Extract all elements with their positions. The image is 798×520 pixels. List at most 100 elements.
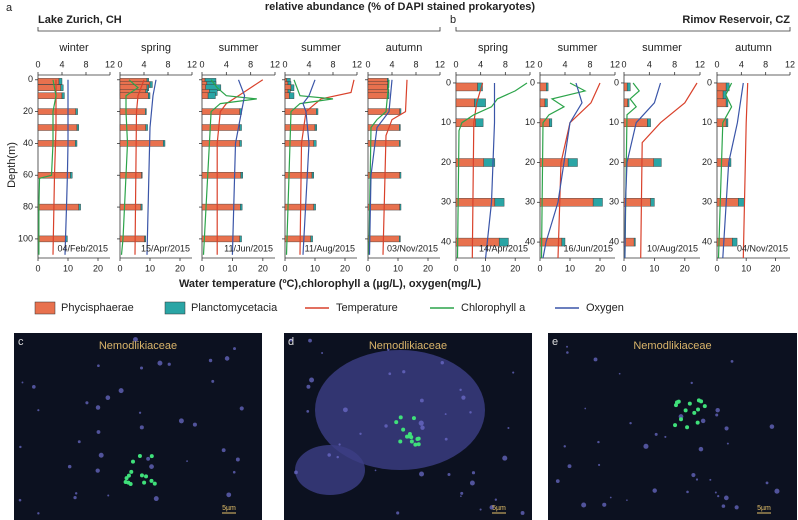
y-tick-label: 10: [525, 117, 535, 127]
profile-line: [717, 82, 733, 259]
dapi-dot: [294, 470, 298, 475]
date-label: 04/Nov/2015: [737, 243, 788, 253]
fish-cell: [152, 481, 157, 486]
profile-line: [485, 83, 496, 259]
bar-segment: [475, 118, 484, 127]
bottom-tick-label: 0: [453, 263, 458, 273]
bar-segment: [207, 92, 216, 99]
bar-segment: [623, 98, 628, 108]
profile-line: [624, 82, 662, 259]
bar-segment: [399, 235, 401, 243]
bar-segment: [623, 158, 654, 167]
dapi-dot: [211, 379, 215, 383]
y-tick-label: 30: [525, 197, 535, 207]
bar-segment: [37, 235, 66, 243]
dapi-dot: [626, 499, 628, 501]
profile-line: [146, 79, 157, 255]
dapi-dot: [221, 448, 226, 453]
dapi-dot: [133, 337, 138, 342]
profile-line: [624, 82, 641, 259]
cell-cluster: [315, 350, 485, 470]
dapi-dot: [507, 427, 510, 430]
dapi-dot: [74, 492, 78, 495]
bottom-tick-label: 0: [714, 263, 719, 273]
top-tick-label: 0: [117, 59, 122, 69]
bar-segment: [149, 81, 153, 88]
season-label: spring: [141, 42, 171, 54]
bar-segment: [367, 172, 400, 179]
season-label: winter: [58, 42, 89, 54]
y-tick-label: 30: [609, 197, 619, 207]
top-tick-label: 4: [306, 59, 311, 69]
group-title: Lake Zurich, CH: [38, 14, 122, 26]
dapi-dot: [714, 491, 717, 494]
y-tick-label: 20: [702, 157, 712, 167]
bottom-tick-label: 0: [117, 263, 122, 273]
profile-line: [742, 82, 749, 259]
top-tick-label: 4: [389, 59, 394, 69]
dapi-dot: [336, 455, 339, 459]
profile-line: [299, 79, 355, 255]
top-tick-label: 8: [330, 59, 335, 69]
dapi-dot: [153, 496, 159, 502]
fish-cell: [394, 420, 399, 425]
bottom-tick-label: 0: [365, 263, 370, 273]
y-tick-label: 0: [530, 77, 535, 87]
top-tick-label: 12: [435, 59, 445, 69]
bar-segment: [544, 98, 548, 108]
dapi-dot: [384, 424, 388, 428]
top-tick-label: 12: [610, 59, 620, 69]
y-tick-label: 0: [614, 77, 619, 87]
dapi-dot: [566, 351, 569, 354]
bar-segment: [74, 140, 78, 147]
dapi-dot: [73, 496, 77, 500]
image-label: c: [18, 336, 24, 348]
bar-segment: [399, 140, 401, 147]
dapi-dot: [584, 407, 587, 410]
y-tick-label: 40: [441, 236, 451, 246]
bar-segment: [494, 198, 505, 207]
bar-segment: [455, 198, 496, 207]
profile-line: [216, 79, 264, 255]
bar-segment: [498, 237, 509, 247]
bar-segment: [316, 108, 319, 115]
dapi-dot: [629, 421, 632, 425]
dapi-dot: [593, 357, 598, 362]
image-label: d: [288, 336, 294, 348]
bar-segment: [119, 92, 149, 99]
fish-cell: [692, 410, 697, 415]
top-tick-label: 4: [647, 59, 652, 69]
profile-line: [231, 79, 246, 255]
bar-segment: [725, 118, 729, 127]
dapi-dot: [724, 426, 729, 431]
top-tick-label: 8: [413, 59, 418, 69]
bar-segment: [314, 124, 317, 131]
season-label: summer: [558, 42, 598, 54]
top-tick-label: 8: [763, 59, 768, 69]
top-tick-label: 4: [478, 59, 483, 69]
bar-segment: [650, 198, 655, 207]
dapi-dot: [32, 385, 36, 389]
micrograph: [548, 333, 797, 520]
dapi-dot: [359, 432, 362, 435]
dapi-dot: [461, 395, 466, 400]
dapi-dot: [479, 508, 482, 511]
bar-segment: [716, 90, 724, 100]
top-tick-label: 12: [352, 59, 362, 69]
bar-segment: [399, 124, 401, 131]
bottom-axis-title: Water temperature (ºC),chlorophyll a (µg…: [179, 278, 481, 290]
bottom-tick-label: 0: [282, 263, 287, 273]
fish-cell: [144, 474, 149, 479]
top-tick-label: 8: [503, 59, 508, 69]
bar-segment: [284, 124, 316, 131]
dapi-dot: [652, 488, 657, 493]
dapi-dot: [597, 440, 600, 444]
dapi-dot: [139, 425, 144, 430]
dapi-dot: [419, 398, 424, 403]
dapi-dot: [178, 418, 184, 424]
dapi-dot: [494, 498, 497, 501]
bar-segment: [539, 98, 546, 108]
bar-segment: [310, 235, 313, 243]
bar-segment: [561, 237, 566, 247]
top-tick-label: 12: [270, 59, 280, 69]
